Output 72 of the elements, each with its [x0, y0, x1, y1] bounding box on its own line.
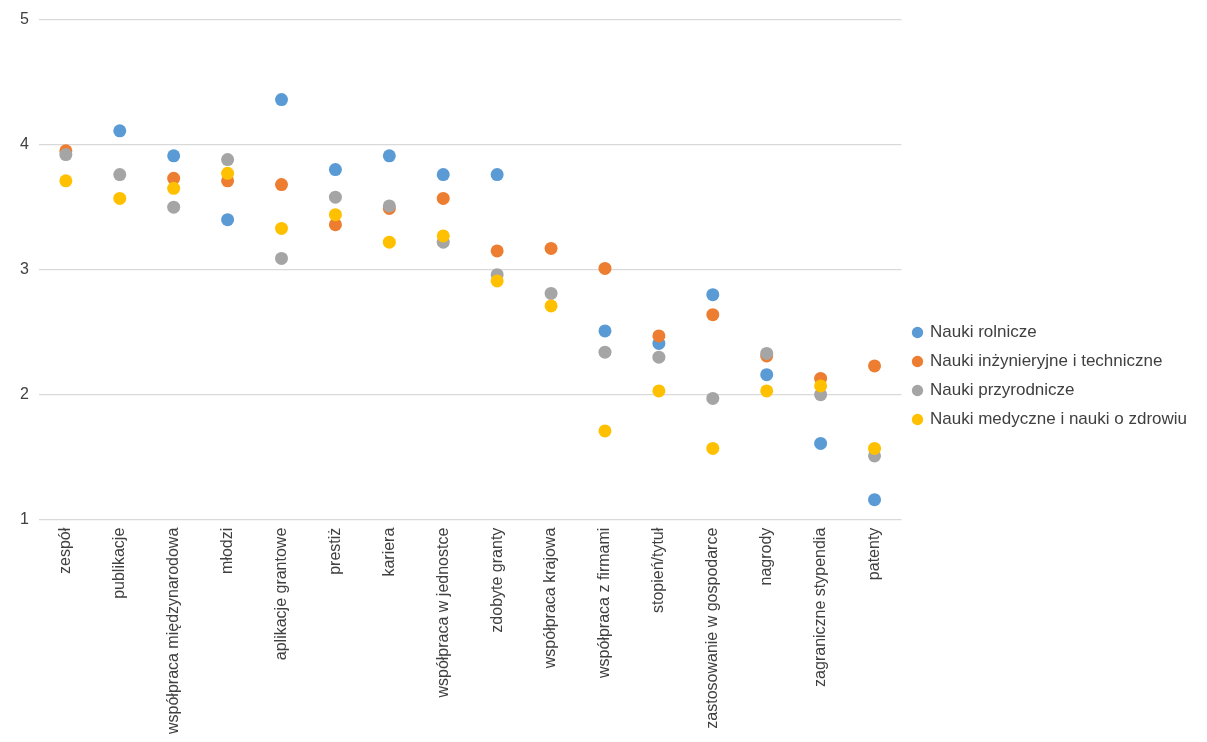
x-tick-label: młodzi	[218, 527, 235, 574]
point	[275, 221, 288, 235]
point	[382, 149, 396, 163]
point	[167, 200, 181, 214]
point	[868, 493, 882, 507]
point	[706, 441, 720, 455]
point	[652, 384, 666, 398]
point	[814, 436, 828, 450]
legend-label: Nauki inżynieryjne i techniczne	[929, 351, 1163, 371]
point	[382, 235, 396, 249]
x-tick-label: aplikacje grantowe	[271, 527, 289, 661]
x-tick-label: stopień/tytuł	[649, 527, 667, 614]
x-tick-label: współpraca międzynarodowa	[164, 527, 182, 735]
point	[275, 178, 288, 192]
point	[544, 241, 558, 255]
point	[328, 190, 342, 204]
point	[490, 244, 504, 258]
point	[490, 274, 504, 288]
point	[706, 288, 720, 302]
y-tick-label: 4	[19, 135, 29, 153]
point	[598, 324, 612, 338]
point	[868, 359, 882, 373]
x-tick-label: współpraca w jednostce	[433, 527, 451, 699]
y-tick-label: 1	[19, 510, 29, 528]
point	[760, 384, 774, 398]
y-tick-label: 5	[19, 10, 29, 28]
point	[113, 168, 127, 182]
legend-label: Nauki rolnicze	[929, 322, 1037, 342]
point	[598, 345, 612, 359]
point	[868, 441, 882, 455]
point	[490, 168, 504, 182]
point	[436, 191, 450, 205]
x-tick-label: publikacje	[110, 527, 128, 599]
legend-label: Nauki przyrodnicze	[929, 380, 1075, 400]
point	[652, 329, 666, 343]
point	[436, 229, 450, 243]
x-tick-label: zespół	[56, 527, 74, 574]
point	[113, 191, 127, 205]
point	[544, 286, 558, 300]
point	[436, 168, 450, 182]
x-tick-label: prestiż	[325, 527, 343, 575]
point	[760, 368, 774, 382]
point	[328, 208, 342, 222]
x-tick-label: nagrody	[757, 527, 775, 586]
x-tick-label: współpraca krajowa	[541, 527, 559, 670]
point	[706, 391, 720, 405]
x-tick-label: zdobyte granty	[487, 527, 505, 633]
x-tick-label: współpraca z firmami	[595, 527, 613, 679]
point	[59, 148, 73, 162]
point	[652, 350, 666, 364]
point	[706, 308, 720, 322]
legend-label: Nauki medyczne i nauki o zdrowiu	[929, 409, 1188, 429]
point	[221, 166, 235, 180]
point	[167, 181, 181, 195]
point	[59, 174, 73, 188]
point	[167, 149, 181, 163]
point	[328, 163, 342, 177]
point	[544, 299, 558, 313]
x-tick-label: zagraniczne stypendia	[811, 527, 829, 687]
x-tick-label: patenty	[864, 527, 882, 581]
point	[598, 424, 612, 438]
x-tick-label: zastosowanie w gospodarce	[703, 527, 721, 729]
point	[814, 379, 828, 393]
point	[221, 153, 235, 167]
y-tick-label: 2	[19, 385, 29, 403]
y-tick-label: 3	[19, 260, 29, 278]
point	[598, 261, 612, 275]
point	[221, 213, 235, 227]
point	[275, 93, 288, 107]
x-tick-label: kariera	[379, 527, 397, 577]
point	[275, 251, 288, 265]
point	[113, 124, 127, 138]
